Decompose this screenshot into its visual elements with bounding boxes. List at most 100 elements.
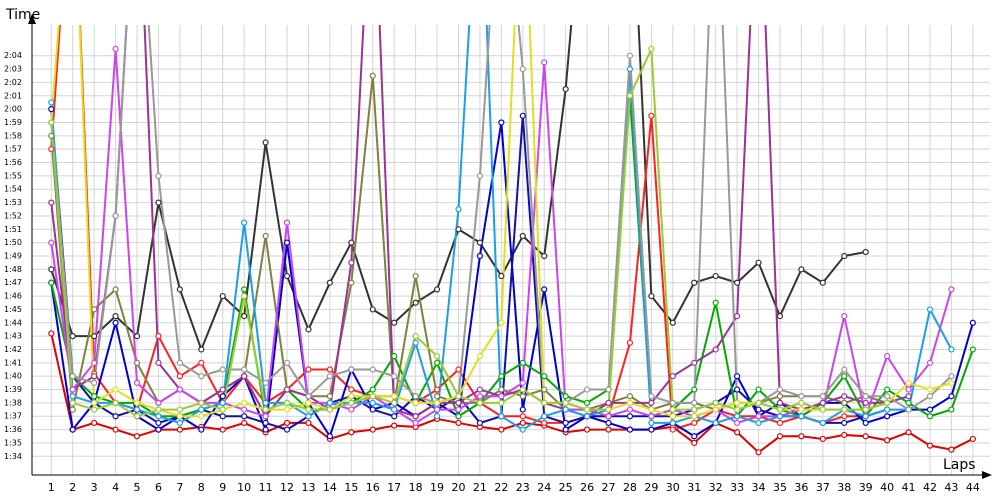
x-tick-label: 19 (430, 481, 444, 494)
lap-marker (391, 413, 398, 420)
lap-marker (841, 419, 848, 427)
lap-marker (583, 399, 591, 406)
lap-marker (605, 386, 612, 393)
x-tick-label: 14 (323, 481, 337, 494)
x-tick-label: 44 (966, 481, 980, 494)
lap-marker (112, 413, 119, 420)
lap-marker (348, 399, 355, 406)
lap-marker (776, 433, 784, 440)
lap-marker (712, 406, 719, 413)
lap-marker (541, 399, 548, 406)
lap-marker (433, 393, 441, 400)
lap-marker (669, 399, 676, 406)
lap-marker (348, 393, 355, 400)
lap-marker (626, 413, 634, 420)
y-tick-label: 1:48 (4, 265, 22, 274)
lap-marker (155, 413, 162, 420)
lap-marker (776, 399, 784, 406)
y-tick-label: 1:43 (4, 332, 22, 341)
lap-marker (819, 406, 826, 413)
lap-marker (798, 399, 805, 406)
lap-marker (241, 413, 248, 420)
lap-marker (498, 319, 505, 326)
lap-marker (691, 399, 698, 406)
lap-marker (691, 419, 698, 427)
lap-marker (283, 272, 291, 280)
lap-marker (626, 65, 634, 73)
lap-marker (433, 399, 441, 406)
lap-marker (262, 232, 269, 240)
lap-marker (91, 359, 98, 366)
y-tick-label: 1:42 (4, 345, 22, 354)
lap-marker (305, 419, 312, 427)
lap-marker (348, 259, 355, 266)
lap-marker (262, 379, 269, 386)
lap-marker (583, 386, 591, 393)
lap-marker (476, 239, 484, 246)
lap-marker (755, 413, 762, 420)
lap-marker (498, 119, 505, 126)
lap-marker (91, 373, 98, 380)
lap-marker (369, 426, 376, 433)
lap-marker (412, 299, 419, 306)
lap-marker (755, 406, 762, 413)
lap-marker (133, 406, 141, 413)
lap-marker (498, 413, 505, 420)
lap-marker (348, 239, 355, 246)
lap-marker (776, 386, 784, 393)
lap-marker (541, 419, 548, 427)
y-tick-label: 1:45 (4, 305, 22, 314)
lap-marker (583, 406, 591, 413)
lap-marker (48, 106, 55, 113)
x-tick-label: 11 (259, 481, 273, 494)
lap-marker (798, 393, 805, 400)
y-tick-label: 1:34 (4, 452, 22, 461)
lap-marker (476, 393, 484, 400)
lap-marker (283, 426, 291, 433)
lap-marker (412, 333, 419, 340)
y-tick-label: 2:04 (4, 51, 22, 60)
lap-marker (926, 413, 934, 420)
y-tick-label: 1:46 (4, 292, 22, 301)
lap-marker (262, 406, 269, 413)
lap-marker (112, 286, 119, 293)
lap-marker (283, 219, 291, 226)
lap-marker (519, 413, 526, 420)
lap-marker (691, 406, 698, 413)
x-tick-label: 25 (559, 481, 573, 494)
lap-marker (112, 312, 119, 320)
lap-marker (734, 373, 741, 380)
x-tick-label: 22 (494, 481, 508, 494)
lap-marker (734, 279, 741, 286)
lap-marker (283, 399, 291, 406)
lap-marker (369, 366, 376, 373)
lap-marker (262, 419, 269, 427)
lap-marker (198, 346, 205, 353)
y-tick-label: 1:40 (4, 372, 22, 381)
lap-marker (626, 399, 634, 406)
lap-marker (776, 393, 784, 400)
lap-marker (241, 286, 248, 293)
lap-marker (691, 439, 698, 447)
lap-marker (219, 426, 226, 433)
lap-marker (326, 433, 334, 440)
lap-marker (712, 346, 719, 353)
lap-marker (219, 413, 226, 420)
lap-marker (776, 419, 784, 427)
lap-marker (476, 252, 484, 260)
series-line (50, 48, 888, 418)
lap-marker (91, 333, 98, 340)
lap-marker (691, 279, 698, 286)
lap-marker (862, 248, 869, 256)
lap-marker (455, 206, 462, 213)
lap-marker (648, 112, 655, 119)
lap-marker (241, 292, 248, 300)
lap-marker (519, 65, 526, 73)
lap-marker (433, 286, 441, 293)
lap-marker (348, 406, 355, 413)
lap-marker (926, 386, 934, 393)
lap-marker (541, 286, 548, 293)
lap-marker (734, 406, 741, 413)
lap-marker (219, 386, 226, 393)
lap-marker (48, 266, 55, 273)
